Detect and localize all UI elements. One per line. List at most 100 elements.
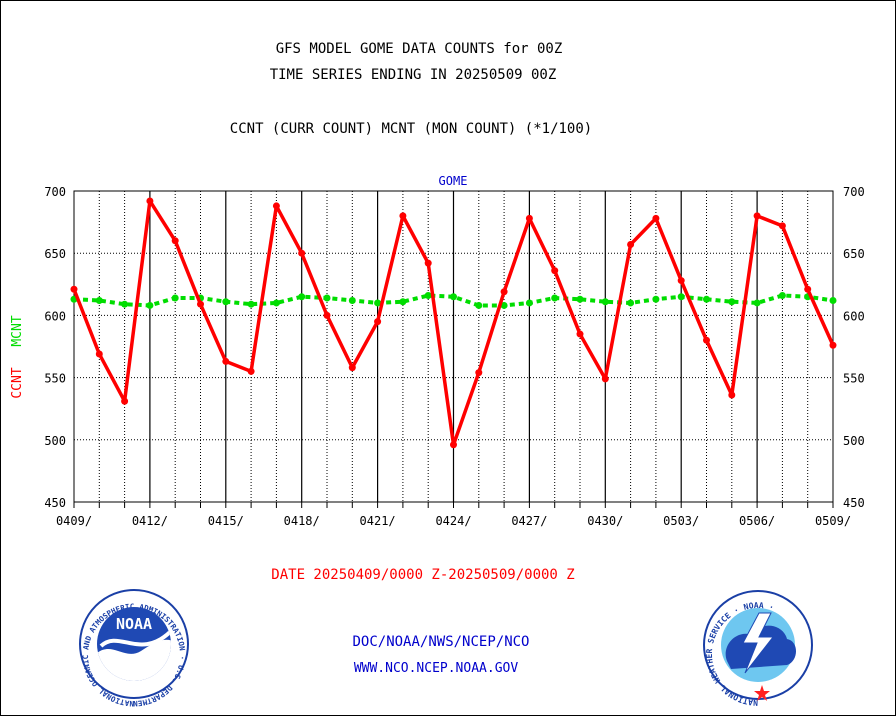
nws-logo: NATIONAL WEATHER SERVICE · NOAA ·: [703, 590, 813, 707]
x-tick-label: 0427/: [511, 514, 547, 528]
data-point-mcnt: [171, 294, 179, 302]
data-point-ccnt: [475, 369, 483, 377]
y-tick-label-right: 500: [843, 434, 865, 448]
data-point-mcnt: [95, 296, 103, 304]
x-tick-label: 0509/: [815, 514, 851, 528]
url-label: WWW.NCO.NCEP.NOAA.GOV: [354, 661, 519, 676]
data-point-mcnt: [146, 301, 154, 309]
data-point-mcnt: [323, 294, 331, 302]
data-point-ccnt: [272, 202, 280, 210]
data-point-ccnt: [171, 237, 179, 245]
data-point-mcnt: [348, 296, 356, 304]
data-point-ccnt: [576, 330, 584, 338]
data-point-mcnt: [272, 299, 280, 307]
data-point-ccnt: [95, 350, 103, 358]
data-point-mcnt: [551, 294, 559, 302]
y-tick-label-left: 600: [44, 309, 66, 323]
x-tick-label: 0503/: [663, 514, 699, 528]
data-point-ccnt: [728, 391, 736, 399]
data-point-ccnt: [525, 214, 533, 222]
y-tick-label-left: 550: [44, 372, 66, 386]
nws-star-icon: [754, 685, 770, 701]
data-point-mcnt: [424, 291, 432, 299]
y-axis-label-ccnt: CCNT: [10, 367, 25, 398]
y-tick-label-right: 600: [843, 309, 865, 323]
data-point-mcnt: [374, 299, 382, 307]
y-tick-label-left: 700: [44, 185, 66, 199]
data-point-mcnt: [753, 299, 761, 307]
x-tick-label: 0430/: [587, 514, 623, 528]
series-ccnt: [70, 197, 837, 449]
data-point-mcnt: [298, 293, 306, 301]
data-point-ccnt: [450, 441, 457, 449]
y-tick-label-right: 550: [843, 372, 865, 386]
data-point-ccnt: [652, 214, 660, 222]
y-axis-label-mcnt: MCNT: [10, 315, 25, 346]
x-tick-label: 0412/: [132, 514, 168, 528]
data-point-ccnt: [399, 212, 407, 220]
noaa-logo: NATIONAL OCEANIC AND ATMOSPHERIC ADMINIS…: [0, 0, 189, 708]
grid: [74, 190, 833, 502]
chart-subtitle: CCNT (CURR COUNT) MCNT (MON COUNT) (*1/1…: [230, 121, 592, 137]
x-tick-label: 0409/: [56, 514, 92, 528]
series: [70, 197, 837, 449]
data-point-mcnt: [450, 293, 457, 301]
x-tick-label: 0415/: [208, 514, 244, 528]
data-point-ccnt: [70, 285, 78, 293]
data-point-mcnt: [399, 298, 407, 306]
data-point-mcnt: [703, 295, 710, 303]
y-tick-label-right: 700: [843, 185, 865, 199]
data-point-mcnt: [829, 296, 837, 304]
noaa-logo-text: NOAA: [116, 615, 152, 633]
data-point-ccnt: [146, 197, 154, 205]
data-point-mcnt: [677, 293, 685, 301]
data-point-ccnt: [298, 249, 306, 257]
date-range-label: DATE 20250409/0000 Z-20250509/0000 Z: [271, 567, 574, 583]
x-tick-label: 0506/: [739, 514, 775, 528]
data-point-ccnt: [197, 300, 204, 308]
data-point-mcnt: [627, 299, 635, 307]
data-point-ccnt: [247, 367, 255, 375]
x-tick-label: 0421/: [360, 514, 396, 528]
org-label: DOC/NOAA/NWS/NCEP/NCO: [352, 634, 529, 650]
data-point-ccnt: [778, 222, 786, 230]
data-point-ccnt: [703, 336, 710, 344]
data-point-ccnt: [601, 375, 609, 383]
data-point-ccnt: [551, 267, 559, 275]
data-point-ccnt: [348, 364, 356, 372]
data-point-ccnt: [500, 288, 508, 296]
y-tick-label-left: 500: [44, 434, 66, 448]
chart-title-line1: GFS MODEL GOME DATA COUNTS for 00Z: [276, 41, 563, 57]
y-tick-label-right: 650: [843, 247, 865, 261]
data-point-ccnt: [424, 259, 432, 267]
data-point-mcnt: [500, 301, 508, 309]
data-point-mcnt: [121, 300, 129, 308]
data-point-ccnt: [829, 341, 837, 349]
data-point-mcnt: [576, 295, 584, 303]
data-point-mcnt: [601, 298, 609, 306]
data-point-mcnt: [778, 291, 786, 299]
chart-title-line2: TIME SERIES ENDING IN 20250509 00Z: [270, 67, 557, 83]
plot-title: GOME: [439, 174, 468, 188]
axes: 450 450 500 500 550 550 600 600 650 650 700 700 0409…: [44, 185, 864, 528]
data-point-mcnt: [525, 299, 533, 307]
y-tick-label-right: 450: [843, 496, 865, 510]
data-point-ccnt: [323, 311, 331, 319]
data-point-mcnt: [652, 295, 660, 303]
data-point-mcnt: [247, 300, 255, 308]
x-tick-label: 0424/: [435, 514, 471, 528]
data-point-ccnt: [222, 357, 230, 365]
data-point-ccnt: [753, 212, 761, 220]
data-point-ccnt: [627, 240, 635, 248]
x-tick-label: 0418/: [284, 514, 320, 528]
data-point-ccnt: [677, 277, 685, 285]
series-mcnt: [70, 291, 837, 309]
data-point-mcnt: [475, 301, 483, 309]
data-point-ccnt: [374, 318, 382, 326]
data-point-ccnt: [121, 397, 129, 405]
data-point-mcnt: [728, 298, 736, 306]
y-tick-label-left: 450: [44, 496, 66, 510]
y-axis-label: CCNT MCNT: [10, 315, 25, 398]
